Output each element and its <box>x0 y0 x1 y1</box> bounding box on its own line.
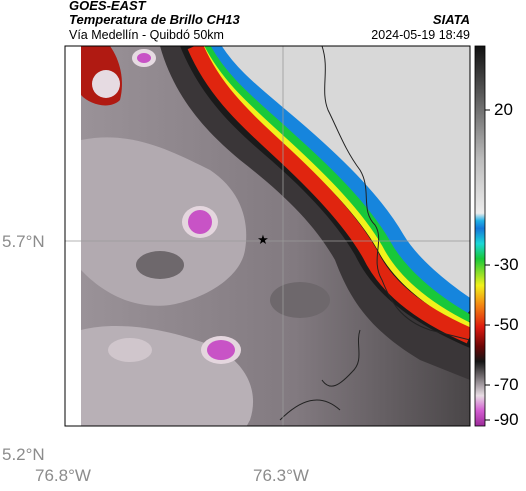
colorbar-tick-label: -30 <box>494 255 519 274</box>
lon-label: 76.3°W <box>253 466 309 485</box>
colorbar-tick-label: -70 <box>494 375 519 394</box>
boundary-line <box>321 329 361 387</box>
dark-spot <box>270 282 330 318</box>
colorbar-frame <box>474 45 486 427</box>
city-marker: ★ <box>257 232 269 247</box>
timestamp-label: 2024-05-19 18:49 <box>371 28 470 42</box>
no-data-strip <box>65 46 81 426</box>
boundary-line <box>321 46 470 341</box>
overshoot-spot <box>137 53 151 63</box>
colorbar <box>475 46 485 426</box>
lat-label: 5.7°N <box>2 232 45 251</box>
colorbar-tick-label: -90 <box>494 410 519 429</box>
source-label: SIATA <box>432 12 470 27</box>
green-band <box>200 46 470 325</box>
blue-band <box>201 46 470 319</box>
agency-label: GOES-EAST <box>69 0 146 13</box>
red-band <box>187 46 470 344</box>
light-patch-north <box>81 137 247 306</box>
bright-spot <box>108 338 152 362</box>
warm-cloud-top <box>81 46 470 426</box>
lat-label: 5.2°N <box>2 445 45 464</box>
yellow-band <box>198 46 470 329</box>
colorbar-tick-label: -50 <box>494 315 519 334</box>
halo-spot <box>92 70 120 98</box>
boundary-line <box>279 399 341 421</box>
map-frame <box>64 45 471 427</box>
lon-label: 76.8°W <box>35 466 91 485</box>
product-title: Temperatura de Brillo CH13 <box>69 12 240 27</box>
dark-spot <box>136 251 184 279</box>
overshoot-spot-south <box>207 340 235 360</box>
no-data-strip <box>65 438 470 448</box>
overshoot-spot-north <box>188 210 212 234</box>
colorbar-tick-label: 20 <box>494 100 513 119</box>
region-label: Vía Medellín - Quibdó 50km <box>69 28 224 42</box>
